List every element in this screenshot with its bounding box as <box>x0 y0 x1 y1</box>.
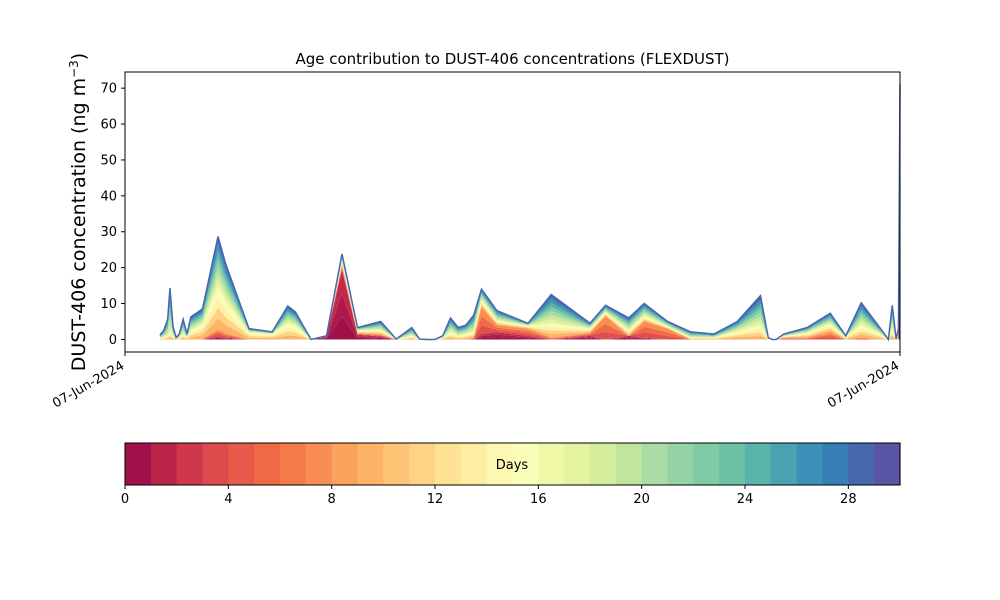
band-0-2-days-2 <box>159 205 900 340</box>
colorbar-segment <box>874 443 901 485</box>
colorbar-segment <box>254 443 281 485</box>
colorbar-segment <box>305 443 333 485</box>
band-8-16-days-3 <box>159 116 900 340</box>
band-2-8-days-2 <box>159 138 900 340</box>
colorbar-tick-label: 24 <box>737 492 754 507</box>
colorbar-segment <box>435 443 462 485</box>
colorbar-segment <box>512 443 539 485</box>
colorbar-segment <box>202 443 229 485</box>
band-0-2-days-3 <box>159 138 900 340</box>
colorbar-tick-label: 8 <box>328 492 336 507</box>
colorbar-segment <box>538 443 565 485</box>
y-tick-label: 0 <box>109 333 117 348</box>
colorbar-frame <box>124 442 901 486</box>
colorbar-segment <box>280 443 307 485</box>
band-0-2-days-1 <box>159 272 900 340</box>
total-line <box>159 84 901 342</box>
colorbar-segment <box>745 443 772 485</box>
y-tick-label: 20 <box>100 261 117 276</box>
band-16-30-days-4 <box>159 95 900 340</box>
band-16-30-days-3 <box>159 98 900 340</box>
colorbar-segment <box>357 443 384 485</box>
colorbar-segment <box>176 443 204 485</box>
colorbar-segment <box>667 443 694 485</box>
band-8-16-days-1 <box>159 131 900 340</box>
colorbar-segment <box>641 443 669 485</box>
colorbar-segment <box>409 443 436 485</box>
band-8-16-days-2 <box>159 124 900 340</box>
y-tick-label: 50 <box>100 153 117 168</box>
colorbar-segment <box>770 443 798 485</box>
colorbar-segment <box>564 443 591 485</box>
colorbar-segment <box>228 443 255 485</box>
colorbar-segment <box>331 443 359 485</box>
colorbar-segment <box>796 443 824 485</box>
x-tick-label: 07-Jun-2024 <box>825 358 902 411</box>
chart-title: Age contribution to DUST-406 concentrati… <box>295 50 729 68</box>
colorbar-tick-label: 28 <box>840 492 857 507</box>
colorbar-segment <box>615 443 643 485</box>
band-16-30-days-7 <box>159 84 900 340</box>
colorbar-segment <box>486 443 514 485</box>
colorbar-tick-label: 4 <box>224 492 232 507</box>
band-2-8-days-1 <box>159 138 900 340</box>
colorbar-tick-label: 0 <box>121 492 129 507</box>
colorbar-tick-label: 16 <box>530 492 547 507</box>
band-16-30-days-2 <box>159 102 900 340</box>
colorbar-segment <box>150 443 178 485</box>
colorbar-segment <box>848 443 875 485</box>
colorbar-segment <box>125 443 152 485</box>
colorbar-segment <box>590 443 617 485</box>
y-tick-label: 10 <box>100 297 117 312</box>
plot-frame <box>124 71 901 353</box>
band-16-30-days-5 <box>159 91 900 340</box>
band-16-30-days-6 <box>159 88 900 340</box>
y-tick-label: 60 <box>100 118 117 133</box>
colorbar-segment <box>719 443 746 485</box>
y-axis: 0 10 20 30 40 50 60 70 <box>100 82 125 348</box>
colorbar: 0 4 8 12 16 20 24 28 <box>121 442 901 507</box>
colorbar-segment <box>693 443 720 485</box>
band-8-16-days-4 <box>159 109 900 340</box>
band-16-30-days-1 <box>159 106 900 340</box>
colorbar-tick-label: 12 <box>427 492 444 507</box>
band-2-8-days-3 <box>159 138 900 340</box>
colorbar-segment <box>383 443 410 485</box>
colorbar-tick-label: 20 <box>633 492 650 507</box>
y-tick-label: 70 <box>100 82 117 97</box>
colorbar-label: Days <box>496 458 529 473</box>
x-axis: 07-Jun-2024 07-Jun-2024 <box>50 352 902 411</box>
y-tick-label: 30 <box>100 225 117 240</box>
colorbar-segment <box>822 443 849 485</box>
y-tick-label: 40 <box>100 189 117 204</box>
y-axis-label: DUST-406 concentration (ng m−3) <box>67 53 90 371</box>
plot-area <box>159 84 901 342</box>
colorbar-segment <box>460 443 488 485</box>
